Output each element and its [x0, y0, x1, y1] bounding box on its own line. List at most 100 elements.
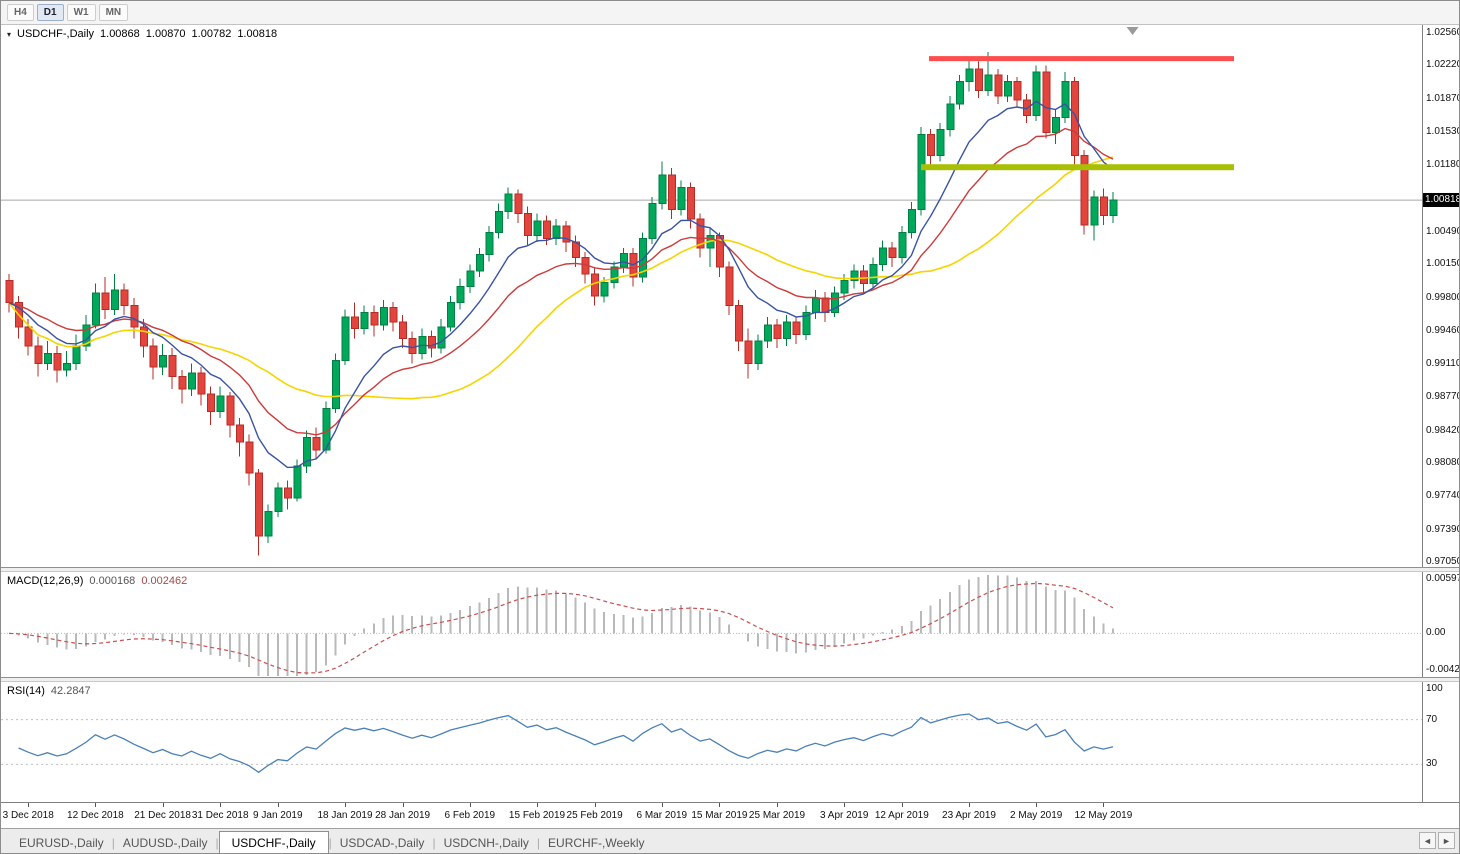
timeframe-button-d1[interactable]: D1: [36, 4, 64, 21]
time-axis-tick: [969, 803, 970, 807]
time-axis-tick: [1036, 803, 1038, 807]
time-axis-tick: [28, 803, 30, 807]
timeframe-button-mn[interactable]: MN: [98, 4, 129, 21]
time-axis-tick: [661, 803, 663, 807]
time-axis-label: 6 Mar 2019: [636, 810, 688, 821]
macd-plot[interactable]: [1, 572, 1422, 677]
tab-separator: |: [536, 836, 541, 850]
macd-axis-label: 0.00597: [1426, 573, 1460, 584]
time-axis-label: 12 Apr 2019: [874, 810, 929, 821]
panel-splitter[interactable]: [1, 677, 1459, 682]
price-axis-label: 0.98770: [1426, 390, 1460, 402]
price-axis-label: 1.01870: [1426, 93, 1460, 104]
time-axis-tick: [277, 803, 279, 807]
time-axis-label: 3 Apr 2019: [820, 810, 869, 821]
rsi-panel[interactable]: RSI(14) 42.2847: [1, 682, 1422, 802]
resistance-line: [929, 56, 1234, 62]
price-axis-label: 0.99460: [1426, 324, 1460, 336]
macd-histogram: [17, 574, 1114, 676]
time-axis-tick: [777, 803, 778, 807]
price-axis-label: 1.00150: [1426, 258, 1460, 270]
chart-tab-usdcad-daily[interactable]: USDCAD-,Daily: [339, 836, 425, 850]
macd-signal-line: [8, 582, 1114, 674]
time-axis-tick: [537, 803, 538, 807]
time-axis-label: 18 Jan 2019: [317, 810, 373, 821]
tab-scroll-right-icon[interactable]: ►: [1438, 832, 1455, 849]
tab-separator: |: [215, 836, 219, 850]
macd-axis-label: -0.00424: [1426, 664, 1460, 675]
timeframe-toolbar: H4 D1 W1 MN: [1, 1, 1459, 25]
time-axis-label: 12 May 2019: [1074, 810, 1133, 821]
price-axis-label: 0.97050: [1426, 556, 1460, 567]
ma-fast-line: [8, 100, 1114, 469]
tab-scroll-arrows: ◄ ►: [1419, 832, 1455, 849]
rsi-header: RSI(14) 42.2847: [7, 685, 91, 697]
price-axis-label: 1.01180: [1426, 159, 1460, 171]
time-axis-tick: [345, 803, 346, 807]
chart-tab-usdcnh-daily[interactable]: USDCNH-,Daily: [443, 836, 529, 850]
ohlc-open: 1.00868: [100, 28, 140, 40]
rsi-axis-label: 30: [1426, 758, 1438, 770]
time-axis-label: 6 Feb 2019: [444, 810, 496, 821]
rsi-axis: 100 70 30: [1422, 682, 1459, 802]
chart-tab-bar: EURUSD-,Daily | AUDUSD-,Daily | USDCHF-,Dail…: [1, 828, 1459, 853]
time-axis-label: 3 Dec 2018: [2, 810, 54, 821]
time-axis-tick: [844, 803, 846, 807]
price-axis-label: 0.98420: [1426, 424, 1460, 436]
time-axis-label: 12 Dec 2018: [67, 810, 124, 821]
macd-header: MACD(12,26,9) 0.000168 0.002462: [7, 575, 187, 587]
panel-splitter[interactable]: [1, 567, 1459, 572]
time-axis-label: 9 Jan 2019: [253, 810, 303, 821]
time-axis-label: 25 Feb 2019: [566, 810, 623, 821]
time-axis-tick: [162, 803, 164, 807]
candles: [5, 51, 1118, 556]
time-axis-tick: [594, 803, 596, 807]
rsi-plot[interactable]: [1, 682, 1422, 802]
tab-scroll-left-icon[interactable]: ◄: [1419, 832, 1436, 849]
time-axis-label: 28 Jan 2019: [375, 810, 431, 821]
price-axis[interactable]: 1.02560 1.02220 1.01870 1.01530 1.01180 1.004…: [1422, 25, 1460, 567]
price-axis-label: 1.00490: [1426, 225, 1460, 237]
chart-collapse-icon[interactable]: ▾: [7, 29, 12, 39]
time-axis-tick: [469, 803, 471, 807]
price-axis-label: 0.97740: [1426, 489, 1460, 501]
tab-separator: |: [328, 836, 332, 850]
macd-panel[interactable]: MACD(12,26,9) 0.000168 0.002462: [1, 572, 1422, 677]
chart-tab-usdchf-daily[interactable]: USDCHF-,Daily: [218, 831, 329, 853]
main-chart-panel[interactable]: ▾ USDCHF-,Daily 1.00868 1.00870 1.00782 …: [1, 25, 1422, 567]
price-axis-label: 0.98080: [1426, 457, 1460, 469]
tab-separator: |: [432, 836, 436, 850]
time-axis-tick: [901, 803, 903, 807]
chart-tab-eurchf-weekly[interactable]: EURCHF-,Weekly: [548, 836, 645, 850]
current-price-tag: 1.00818: [1423, 193, 1460, 208]
timeframe-button-w1[interactable]: W1: [66, 4, 96, 21]
timeframe-button-h4[interactable]: H4: [7, 4, 34, 21]
price-axis-label: 0.99110: [1426, 358, 1460, 370]
time-axis-tick: [220, 803, 222, 807]
macd-signal-value: 0.002462: [141, 575, 188, 587]
time-axis-label: 15 Mar 2019: [691, 810, 748, 821]
macd-main-value: 0.000168: [89, 575, 136, 587]
price-axis-label: 1.02560: [1426, 26, 1460, 38]
time-axis-tick: [402, 803, 404, 807]
macd-axis-label: 0.00: [1426, 627, 1446, 639]
ma-mid-line: [8, 127, 1114, 436]
time-axis-label: 23 Apr 2019: [942, 810, 996, 821]
chart-tab-eurusd-daily[interactable]: EURUSD-,Daily: [19, 836, 104, 850]
macd-label: MACD(12,26,9): [7, 575, 84, 587]
rsi-label: RSI(14): [7, 685, 45, 697]
candlestick-plot[interactable]: [1, 25, 1422, 567]
support-line: [921, 164, 1234, 171]
chart-tab-audusd-daily[interactable]: AUDUSD-,Daily: [122, 836, 208, 850]
chart-header: ▾ USDCHF-,Daily 1.00868 1.00870 1.00782 …: [7, 28, 277, 40]
rsi-value: 42.2847: [50, 685, 91, 697]
time-axis-label: 21 Dec 2018: [134, 810, 191, 821]
time-axis[interactable]: 3 Dec 2018 12 Dec 2018 21 Dec 2018 31 Dec 2…: [1, 802, 1459, 828]
rsi-line: [18, 713, 1114, 774]
time-axis-label: 2 May 2019: [1010, 810, 1063, 821]
time-axis-tick: [95, 803, 97, 807]
rsi-axis-label: 70: [1426, 713, 1438, 725]
tab-separator: |: [111, 836, 115, 850]
rsi-axis-label: 100: [1426, 683, 1443, 694]
